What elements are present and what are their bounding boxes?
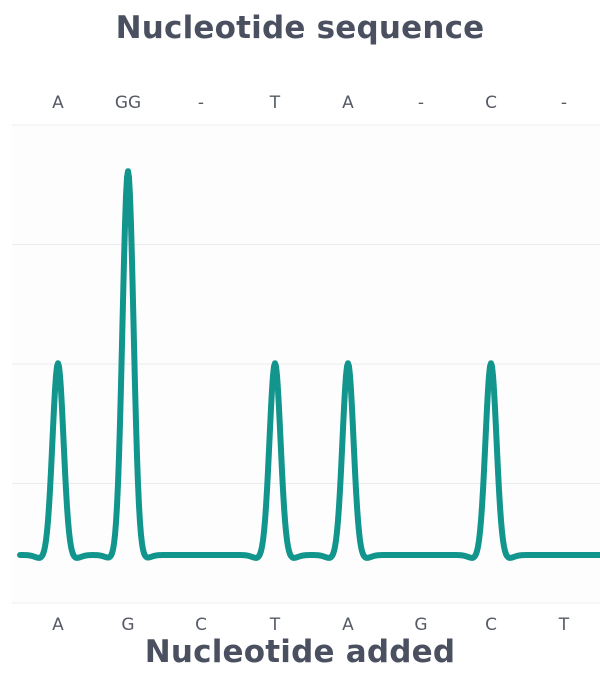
sequence-label: - [561, 93, 567, 113]
added-label: C [485, 615, 497, 635]
grid [12, 124, 600, 604]
added-label: C [195, 615, 207, 635]
sequence-label: - [418, 93, 424, 113]
added-label: G [414, 615, 427, 635]
added-label: A [52, 615, 64, 635]
added-label: A [342, 615, 354, 635]
added-label: G [121, 615, 134, 635]
chart-title: Nucleotide sequence [115, 10, 485, 46]
sequence-label: T [269, 93, 281, 113]
sequence-label: A [52, 93, 64, 113]
sequence-label: C [485, 93, 497, 113]
sequence-labels: A GG - T A - C - [52, 93, 567, 113]
sequence-label: - [198, 93, 204, 113]
sequence-label: A [342, 93, 354, 113]
added-label: T [558, 615, 570, 635]
added-label: T [269, 615, 281, 635]
sequence-label: GG [115, 93, 141, 113]
signal-trace [17, 168, 600, 561]
x-axis-title: Nucleotide added [144, 634, 456, 670]
